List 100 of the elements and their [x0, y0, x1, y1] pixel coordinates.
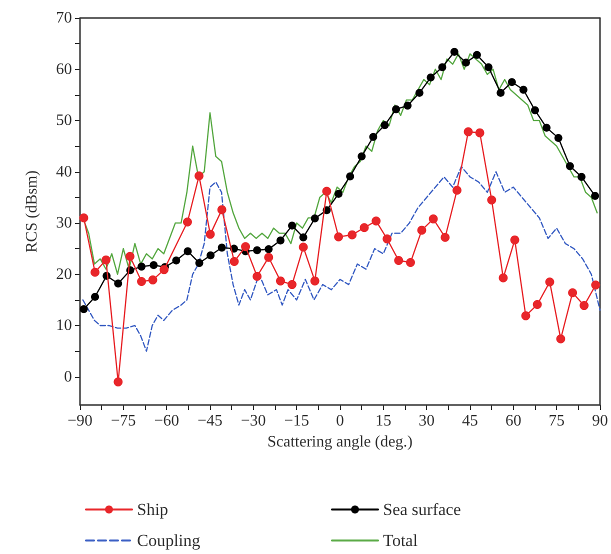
x-tick-label: 0: [336, 412, 344, 430]
x-tick-label: −60: [154, 412, 180, 430]
point: [566, 162, 574, 170]
point: [138, 262, 146, 271]
point: [90, 268, 100, 277]
point: [299, 233, 308, 242]
point: [206, 251, 215, 260]
y-tick-label: 40: [56, 163, 72, 180]
point: [346, 172, 354, 180]
point: [334, 232, 344, 242]
y-tick-label: 30: [56, 214, 72, 232]
point: [380, 121, 389, 130]
point: [276, 276, 285, 286]
point: [334, 190, 343, 198]
point: [360, 223, 369, 232]
legend-label: Ship: [137, 500, 168, 519]
point: [519, 86, 528, 94]
point: [440, 232, 450, 242]
x-tick-label: −15: [284, 412, 310, 430]
point: [264, 252, 274, 262]
point: [184, 247, 192, 256]
point: [438, 63, 446, 72]
x-tick-label: 30: [418, 412, 435, 430]
point: [554, 134, 562, 142]
point: [415, 88, 424, 97]
point: [252, 272, 262, 281]
point: [462, 58, 470, 67]
point: [160, 265, 169, 274]
point: [182, 218, 192, 227]
point: [542, 124, 551, 132]
point: [195, 259, 204, 268]
point: [452, 186, 462, 195]
y-tick-label: 60: [56, 60, 72, 78]
point: [406, 258, 415, 267]
y-tick-label: 70: [56, 10, 72, 26]
y-tick-label: 0: [64, 368, 72, 386]
point: [394, 256, 404, 265]
y-tick-label: 10: [56, 317, 72, 334]
x-tick-label: −30: [240, 412, 266, 430]
point: [417, 226, 426, 235]
point: [102, 255, 110, 264]
y-tick-label: 20: [56, 266, 72, 283]
point: [450, 48, 458, 56]
point: [298, 242, 308, 252]
point: [531, 106, 539, 114]
x-tick-label: 90: [592, 412, 608, 430]
point: [475, 128, 484, 138]
legend-label: Coupling: [137, 531, 201, 550]
point: [194, 171, 204, 180]
point: [556, 334, 566, 344]
point: [148, 275, 158, 284]
point: [253, 246, 262, 254]
point: [172, 256, 180, 264]
point: [369, 132, 378, 141]
point: [358, 152, 366, 160]
point: [532, 300, 542, 310]
point: [91, 292, 100, 301]
point: [348, 230, 357, 240]
point: [322, 186, 332, 196]
point: [580, 301, 589, 310]
point: [510, 235, 520, 244]
point: [568, 288, 578, 298]
y-tick-label: 50: [56, 112, 72, 130]
point: [426, 73, 435, 82]
point: [206, 230, 215, 239]
x-tick-label: −75: [110, 412, 136, 430]
point: [487, 195, 496, 204]
point: [79, 213, 88, 222]
point: [137, 276, 146, 286]
point: [241, 242, 250, 252]
point: [472, 50, 481, 59]
point: [578, 172, 586, 181]
point: [392, 105, 400, 114]
x-tick-label: −90: [67, 412, 93, 430]
x-tick-label: 15: [375, 412, 392, 430]
point: [484, 63, 492, 72]
legend-label: Sea surface: [383, 500, 461, 519]
point: [404, 102, 412, 110]
point: [114, 377, 123, 386]
point: [498, 273, 508, 282]
point: [310, 276, 320, 286]
point: [276, 236, 284, 244]
point: [264, 245, 273, 254]
point: [591, 280, 600, 290]
point: [382, 234, 392, 244]
x-axis-title: Scattering angle (deg.): [267, 433, 413, 450]
point: [288, 222, 296, 230]
legend-label: Total: [383, 531, 418, 550]
x-tick-label: 75: [548, 412, 565, 430]
x-tick-label: 60: [505, 412, 522, 430]
point: [508, 78, 516, 86]
point: [521, 311, 530, 320]
x-tick-label: 45: [462, 412, 478, 430]
point: [496, 88, 505, 97]
point: [150, 261, 158, 270]
point: [372, 216, 381, 226]
y-axis-title: RCS (dBsm): [24, 170, 40, 253]
point: [217, 205, 226, 214]
point: [218, 244, 226, 252]
point: [310, 214, 319, 222]
